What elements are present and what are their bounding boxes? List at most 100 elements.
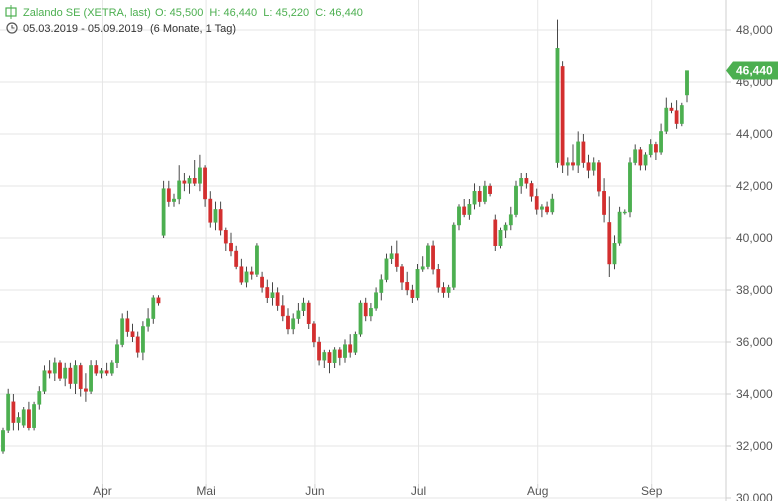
- candle-body: [37, 391, 42, 405]
- candle-body: [420, 266, 425, 270]
- candle-body: [405, 282, 410, 291]
- candle-body: [249, 271, 254, 275]
- candle-body: [260, 276, 264, 288]
- chart-title: Zalando SE (XETRA, last): [23, 7, 151, 19]
- candle: [32, 401, 36, 431]
- candle: [16, 412, 21, 431]
- gridlines: [0, 0, 726, 499]
- candle-body: [146, 318, 150, 327]
- candle-body: [545, 206, 549, 213]
- candle-body: [291, 318, 296, 330]
- candle-body: [270, 292, 275, 299]
- candle-body: [477, 190, 482, 202]
- candle-body: [622, 211, 627, 214]
- candle: [47, 360, 52, 379]
- candle-body: [591, 162, 596, 171]
- candle-body: [125, 318, 130, 332]
- candle: [431, 240, 435, 275]
- y-tick-label: 36,000: [736, 335, 773, 349]
- candle: [638, 147, 643, 171]
- candle: [109, 360, 114, 376]
- y-tick-label: 34,000: [736, 387, 773, 401]
- candle: [550, 193, 555, 215]
- candle: [78, 362, 83, 397]
- candle-body: [234, 250, 239, 267]
- candle-body: [317, 341, 321, 361]
- candle-body: [182, 180, 187, 184]
- candle: [141, 321, 145, 361]
- y-tick-label: 30,000: [736, 491, 773, 501]
- candle-body: [327, 352, 332, 363]
- candle: [524, 173, 529, 189]
- candle: [581, 134, 586, 168]
- candle-body: [369, 308, 373, 317]
- candle: [166, 180, 171, 207]
- period-label: (6 Monate, 1 Tag): [150, 23, 236, 35]
- candle: [410, 284, 415, 303]
- candle: [73, 360, 78, 394]
- candle: [363, 297, 368, 322]
- candle-body: [514, 185, 518, 215]
- candle: [488, 183, 492, 197]
- candle: [446, 284, 451, 298]
- candle: [415, 264, 420, 301]
- candle: [483, 180, 487, 205]
- candle: [68, 362, 73, 389]
- candle: [519, 173, 524, 194]
- x-tick-label: Jun: [305, 484, 324, 498]
- candle: [597, 160, 601, 197]
- candle: [529, 180, 534, 202]
- candle: [337, 347, 342, 366]
- candle: [203, 165, 207, 207]
- candle: [89, 360, 93, 394]
- candle-body: [602, 190, 606, 215]
- candle-body: [612, 242, 617, 265]
- candle-body: [223, 229, 228, 244]
- candle-body: [172, 198, 176, 202]
- candle-body: [255, 245, 259, 275]
- candle: [135, 331, 140, 358]
- candle-body: [565, 162, 570, 166]
- candle: [249, 266, 254, 280]
- candle: [11, 394, 16, 431]
- candle-body: [519, 177, 524, 187]
- candle: [291, 313, 296, 335]
- last-price-marker: [726, 61, 778, 80]
- candle: [172, 193, 176, 207]
- candle-body: [560, 66, 565, 166]
- clock-icon: [6, 22, 18, 34]
- candle-body: [384, 258, 389, 280]
- candle-body: [540, 206, 544, 210]
- candle: [400, 264, 404, 290]
- candle-body: [358, 302, 363, 335]
- candle-body: [431, 245, 435, 270]
- candle-body: [27, 409, 31, 429]
- candle: [130, 323, 135, 342]
- candle-body: [301, 302, 306, 312]
- candle: [182, 173, 187, 192]
- candle: [37, 386, 42, 410]
- candle-body: [617, 211, 622, 244]
- candle-body: [21, 409, 26, 426]
- candle: [674, 100, 679, 129]
- candle-body: [415, 269, 420, 299]
- candle: [586, 154, 591, 179]
- candle: [125, 310, 130, 337]
- candle: [260, 271, 264, 293]
- candle-body: [156, 297, 161, 304]
- candle-body: [218, 209, 223, 231]
- candle: [94, 360, 99, 376]
- candle: [192, 160, 197, 186]
- candle: [685, 70, 689, 103]
- candle: [467, 199, 472, 220]
- candle: [223, 227, 228, 251]
- candle-body: [11, 401, 16, 423]
- candle: [322, 349, 327, 368]
- candle-body: [337, 349, 342, 358]
- candle: [426, 243, 430, 270]
- y-tick-label: 40,000: [736, 231, 773, 245]
- candle: [151, 295, 156, 324]
- y-tick-label: 42,000: [736, 179, 773, 193]
- candle: [229, 232, 233, 257]
